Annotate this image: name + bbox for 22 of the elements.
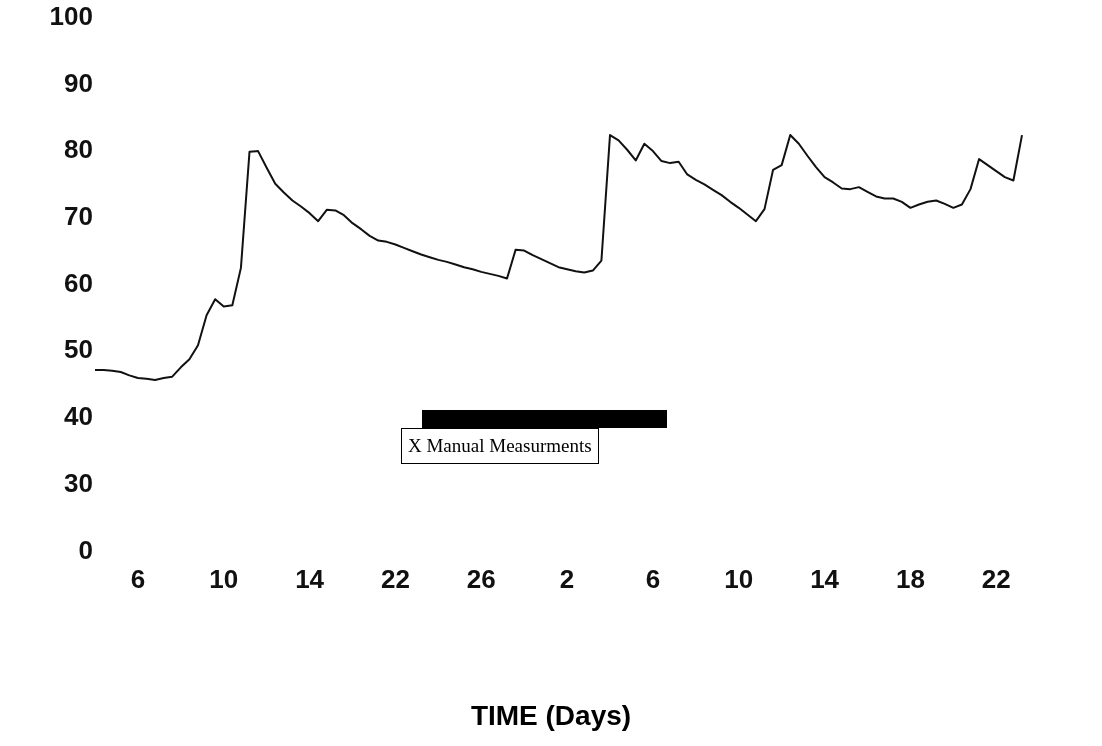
x-tick-label: 6 [130,563,146,594]
x-tick-label: 2 [559,563,575,594]
text: 0 [78,534,93,565]
y-tick-label: 80 [64,134,93,165]
x-axis-title: TIME (Days) [469,700,633,732]
x-tick-label: 18 [895,563,925,594]
x-tick-label: 22 [981,563,1011,594]
x-tick-label: 14 [295,563,325,594]
x-tick-label: 22 [380,563,410,594]
y-tick-label: 30 [64,467,93,498]
y-tick-label: 50 [64,334,93,365]
y-tick-label: 90 [64,67,93,98]
y-tick-label: 70 [64,201,93,231]
x-tick-label: 26 [466,563,496,594]
x-tick-label: 10 [209,563,239,594]
x-tick-label: 10 [724,563,754,594]
x-tick-label: 6 [645,563,661,594]
y-tick-label: 100 [49,0,93,31]
y-tick-label: 40 [64,401,93,432]
x-tick-label: 14 [810,563,840,594]
annotation: X Manual Measurments [401,428,599,464]
y-tick-label: 60 [64,267,93,298]
